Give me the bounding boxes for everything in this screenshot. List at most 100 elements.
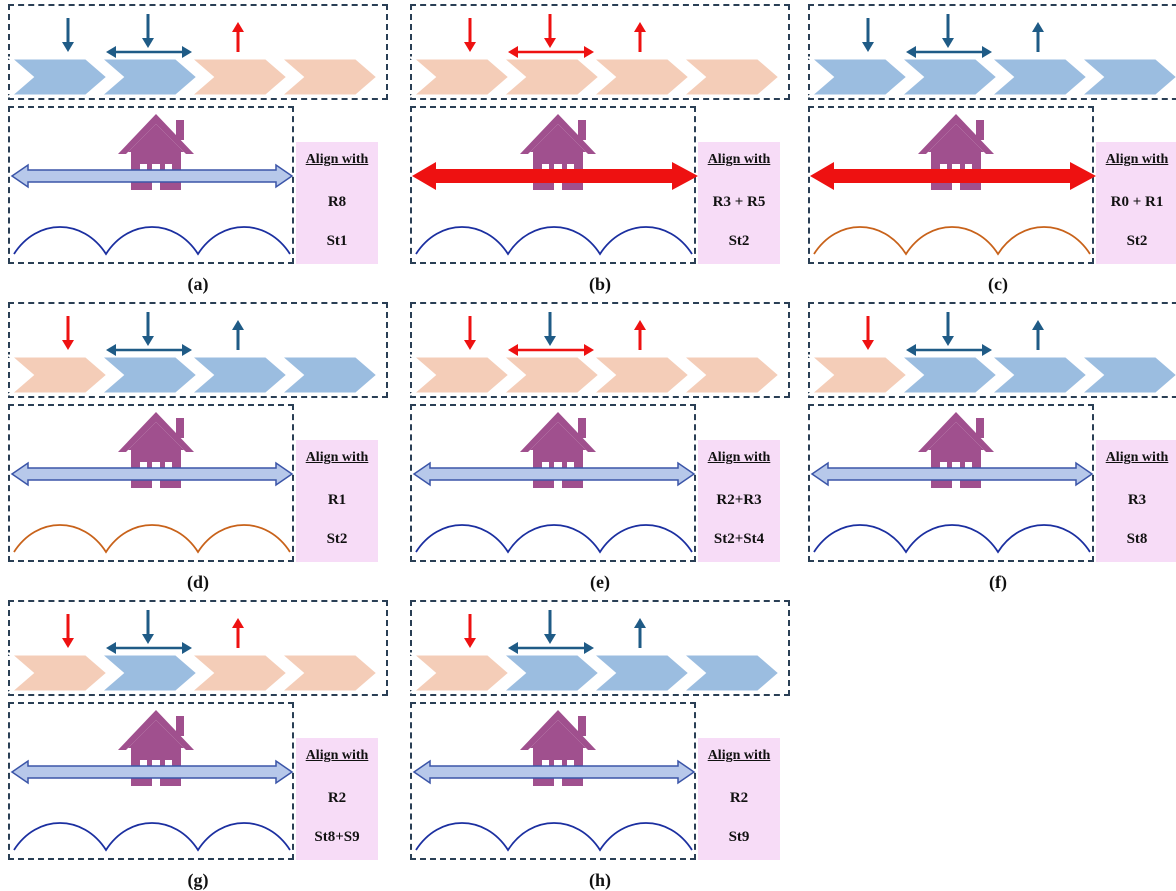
- context-box: [808, 106, 1094, 264]
- panel-caption: (a): [187, 274, 209, 294]
- stage-chevron: [587, 652, 693, 694]
- down-arrow-icon: [544, 610, 556, 644]
- double-arrow-icon: [10, 461, 294, 487]
- down-arrow-icon: [464, 18, 476, 52]
- up-arrow-icon: [634, 22, 646, 52]
- down-arrow-icon: [142, 14, 154, 48]
- stage-chevron: [895, 354, 1001, 396]
- rule-label: R1: [327, 492, 347, 508]
- panel-e: Align with R2+R3 St2+St4 (e): [407, 302, 790, 592]
- down-arrow-icon: [862, 18, 874, 52]
- double-arrow-icon: [508, 46, 594, 58]
- stage-chevron: [185, 56, 291, 98]
- process-stages-box: [410, 4, 790, 100]
- stage-chevron: [5, 652, 111, 694]
- down-arrow-icon: [464, 316, 476, 350]
- process-stages-box: [8, 302, 388, 398]
- wave-line: [415, 822, 693, 852]
- stage-chevron: [497, 652, 603, 694]
- panel-caption: (e): [590, 572, 610, 592]
- double-arrow-icon: [906, 344, 992, 356]
- stage-chevron: [497, 354, 603, 396]
- down-arrow-icon: [464, 614, 476, 648]
- process-stages-box: [808, 4, 1176, 100]
- align-with-box: Align with R0 + R1 St2: [1096, 142, 1176, 264]
- stage-chevron: [677, 354, 783, 396]
- context-box: [808, 404, 1094, 562]
- stage-chevron: [5, 354, 111, 396]
- stage-chevron: [407, 652, 513, 694]
- align-header: Align with: [305, 450, 369, 465]
- panel-graphics: [5, 610, 381, 852]
- panel-b: Align with R3 + R5 St2 (b): [407, 4, 790, 294]
- panel-caption: (d): [187, 572, 209, 592]
- double-arrow-icon: [412, 162, 698, 190]
- align-header: Align with: [305, 748, 369, 763]
- down-arrow-icon: [142, 312, 154, 346]
- double-arrow-icon: [106, 46, 192, 58]
- double-arrow-icon: [906, 46, 992, 58]
- double-arrow-icon: [508, 642, 594, 654]
- panel-caption: (g): [187, 870, 209, 890]
- stage-chevron: [497, 56, 603, 98]
- context-box: [410, 404, 696, 562]
- wave-line: [415, 226, 693, 256]
- panel-graphics: [407, 610, 783, 852]
- stage-chevron: [275, 652, 381, 694]
- strategy-label: St9: [728, 829, 750, 845]
- down-arrow-icon: [544, 14, 556, 48]
- stage-chevron: [895, 56, 1001, 98]
- stage-chevron: [5, 56, 111, 98]
- stage-chevron: [1075, 354, 1176, 396]
- up-arrow-icon: [634, 618, 646, 648]
- stage-chevron: [275, 354, 381, 396]
- align-header: Align with: [707, 152, 771, 167]
- panel-a: Align with R8 St1 (a): [5, 4, 388, 294]
- stage-chevron: [95, 354, 201, 396]
- down-arrow-icon: [62, 316, 74, 350]
- stage-chevron: [985, 354, 1091, 396]
- wave-line: [415, 524, 693, 554]
- rule-label: R2: [327, 790, 347, 806]
- align-header: Align with: [707, 450, 771, 465]
- stage-chevron: [587, 354, 693, 396]
- process-stages-box: [808, 302, 1176, 398]
- up-arrow-icon: [1032, 22, 1044, 52]
- up-arrow-icon: [232, 22, 244, 52]
- align-header: Align with: [1105, 152, 1169, 167]
- align-with-box: Align with R2 St9: [698, 738, 780, 860]
- wave-line: [813, 524, 1091, 554]
- down-arrow-icon: [142, 610, 154, 644]
- stage-chevron: [677, 56, 783, 98]
- double-arrow-icon: [810, 162, 1096, 190]
- align-header: Align with: [707, 748, 771, 763]
- up-arrow-icon: [232, 618, 244, 648]
- down-arrow-icon: [862, 316, 874, 350]
- align-with-box: Align with R2+R3 St2+St4: [698, 440, 780, 562]
- align-with-box: Align with R3 + R5 St2: [698, 142, 780, 264]
- stage-chevron: [407, 354, 513, 396]
- process-stages-box: [8, 600, 388, 696]
- down-arrow-icon: [942, 312, 954, 346]
- panel-caption: (c): [988, 274, 1008, 294]
- panel-caption: (f): [989, 572, 1007, 592]
- rule-label: R2+R3: [716, 492, 762, 508]
- context-box: [8, 404, 294, 562]
- context-box: [8, 702, 294, 860]
- wave-line: [13, 226, 291, 256]
- panel-d: Align with R1 St2 (d): [5, 302, 388, 592]
- stage-chevron: [677, 652, 783, 694]
- stage-chevron: [185, 354, 291, 396]
- panel-graphics: [407, 312, 783, 554]
- wave-line: [13, 524, 291, 554]
- align-with-box: Align with R1 St2: [296, 440, 378, 562]
- strategy-label: St1: [326, 233, 348, 249]
- rule-label: R0 + R1: [1110, 194, 1164, 210]
- stage-chevron: [95, 56, 201, 98]
- double-arrow-icon: [508, 344, 594, 356]
- process-stages-box: [410, 302, 790, 398]
- double-arrow-icon: [10, 163, 294, 189]
- up-arrow-icon: [232, 320, 244, 350]
- panel-h: Align with R2 St9 (h): [407, 600, 790, 890]
- double-arrow-icon: [106, 344, 192, 356]
